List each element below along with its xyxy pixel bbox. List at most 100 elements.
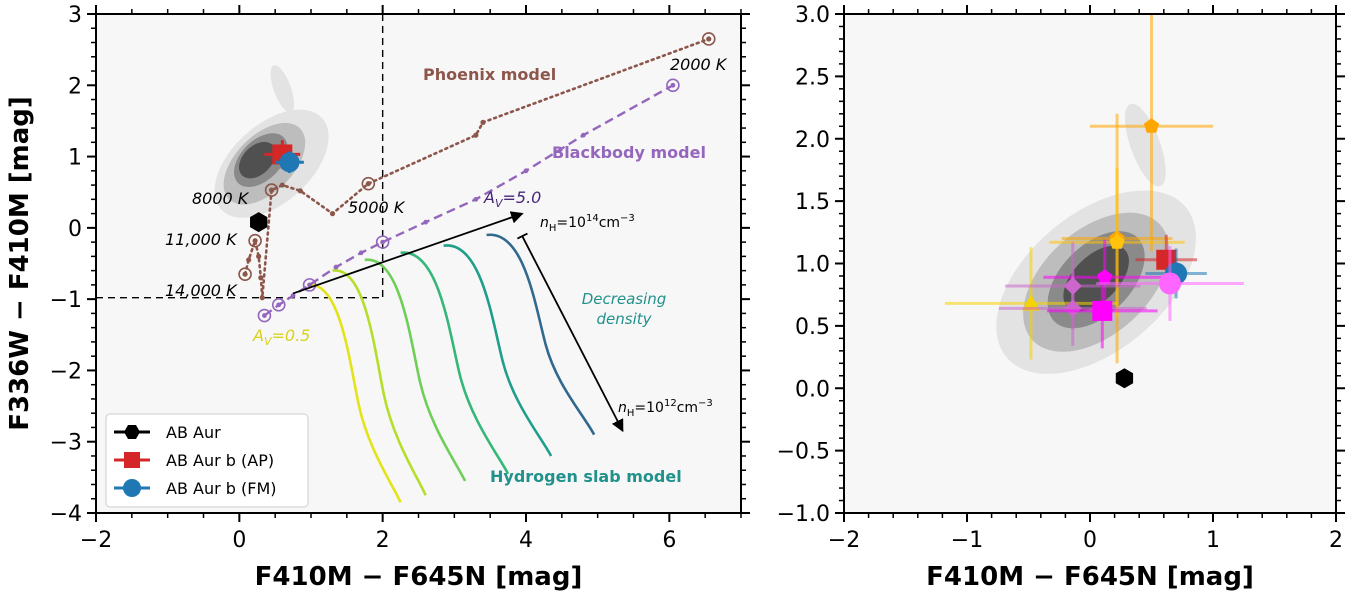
x-axis-label: F410M − F645N [mag]	[255, 562, 583, 592]
temp-label-11000: 11,000 K	[165, 230, 238, 249]
decreasing-density-label-2: density	[597, 310, 653, 328]
phoenix-point	[706, 36, 712, 42]
hydrogen-slab-model-label: Hydrogen slab model	[490, 467, 682, 486]
phoenix-point	[268, 187, 275, 193]
diamond-marker-icon	[1063, 299, 1082, 318]
x-tick-label: 2	[1329, 528, 1343, 553]
phoenix-model-track	[238, 32, 716, 301]
hexagon-marker-icon	[1115, 368, 1134, 389]
y-tick-label: 2	[68, 74, 82, 99]
x-tick-label: 1	[1206, 528, 1220, 553]
temp-label-5000: 5000 K	[348, 198, 406, 217]
blackbody-point	[333, 264, 339, 270]
phoenix-point	[252, 238, 258, 244]
legend-entry-ab-aur: AB Aur	[114, 423, 221, 442]
x-tick-label: 0	[232, 528, 246, 553]
left-plot-frame	[95, 13, 742, 514]
blackbody-temperature-marker	[666, 78, 680, 93]
contour-core	[239, 141, 276, 179]
phoenix-point	[242, 271, 248, 277]
circle-marker-icon	[279, 152, 300, 173]
contour-outer-tail	[1124, 103, 1166, 187]
blackbody-temperature-marker	[271, 298, 286, 312]
x-tick-label: −2	[80, 528, 112, 553]
extinction-arrow	[292, 211, 524, 295]
hydrogen-slab-curve	[443, 244, 553, 457]
blackbody-temperature-marker	[257, 308, 272, 323]
contour-outer-tail	[270, 65, 295, 113]
density-arrow	[521, 235, 624, 433]
blackbody-point	[580, 132, 586, 138]
hydrogen-slab-curve	[332, 269, 427, 496]
hydrogen-slab-curve	[364, 258, 467, 482]
y-tick-label: −0.5	[777, 440, 830, 465]
legend-label-ab-aur-b-fm: AB Aur b (FM)	[166, 479, 277, 498]
y-tick-label: 1.5	[795, 190, 830, 215]
y-tick-label: −1.0	[777, 502, 830, 527]
y-tick-label: 0.0	[795, 377, 830, 402]
y-tick-label: 2.0	[795, 128, 830, 153]
phoenix-point	[297, 188, 303, 194]
blackbody-point	[423, 219, 429, 225]
blackbody-model-line	[263, 84, 674, 317]
blackbody-point	[473, 196, 479, 202]
phoenix-point	[329, 211, 336, 217]
blackbody-point	[523, 168, 529, 174]
y-tick-label: 3.0	[795, 3, 830, 28]
pentagon-marker-icon	[1109, 234, 1125, 249]
density-arrow-cap	[516, 232, 528, 240]
legend-label-ab-aur-b-ap: AB Aur b (AP)	[166, 451, 274, 470]
circle-marker-icon	[1158, 272, 1181, 295]
left-data-points	[250, 140, 304, 233]
left-annotation-arrows	[292, 211, 624, 433]
phoenix-point	[480, 119, 486, 125]
hydrogen-slab-curve	[486, 233, 596, 436]
y-tick-label: −4	[50, 502, 82, 527]
x-tick-label: 0	[1083, 528, 1097, 553]
triangle-marker-icon	[1021, 294, 1040, 311]
y-tick-label: 1	[68, 146, 82, 171]
temp-label-8000: 8000 K	[192, 189, 250, 208]
data-point	[944, 247, 1118, 360]
phoenix-model-label: Phoenix model	[423, 65, 556, 84]
hydrogen-slab-curve	[400, 251, 510, 475]
right-plot-frame	[843, 13, 1337, 514]
blackbody-point	[380, 239, 386, 245]
x-tick-label: 4	[519, 528, 533, 553]
legend-box	[105, 413, 309, 508]
x-tick-label: 6	[662, 528, 676, 553]
phoenix-point	[365, 181, 371, 187]
x-tick-label: −2	[828, 528, 860, 553]
y-tick-label: 0	[68, 217, 82, 242]
blackbody-point	[358, 250, 364, 256]
right-data-points	[944, 14, 1244, 389]
blackbody-model-track	[257, 78, 680, 323]
data-point	[1115, 368, 1134, 389]
data-point	[250, 212, 268, 233]
data-point	[1046, 273, 1158, 349]
y-tick-label: 1.0	[795, 253, 830, 278]
pentagon-marker-icon	[1143, 118, 1160, 133]
temp-label-14000: 14,000 K	[165, 281, 238, 300]
blackbody-point	[290, 293, 296, 298]
phoenix-point	[473, 132, 479, 138]
blackbody-point	[276, 302, 282, 308]
phoenix-temperature-marker	[264, 183, 279, 197]
phoenix-point	[279, 182, 285, 188]
x-tick-label: −1	[951, 528, 983, 553]
circle-marker-icon	[123, 479, 141, 497]
decreasing-density-label: Decreasing	[582, 290, 667, 308]
data-point	[1090, 14, 1213, 252]
nh-low-label: nH=1012cm−3	[618, 398, 713, 419]
y-tick-label: 3	[68, 3, 82, 28]
square-marker-icon	[124, 452, 140, 468]
data-point	[998, 270, 1147, 346]
blackbody-model-label: Blackbody model	[552, 143, 706, 162]
data-point	[1096, 246, 1244, 321]
legend-entry-ab-aur-b-fm: AB Aur b (FM)	[114, 479, 277, 498]
av-high-label: AV=5.0	[483, 188, 541, 210]
y-tick-label: 0.5	[795, 315, 830, 340]
phoenix-temperature-marker	[238, 267, 252, 281]
temp-label-2000: 2000 K	[670, 55, 728, 74]
